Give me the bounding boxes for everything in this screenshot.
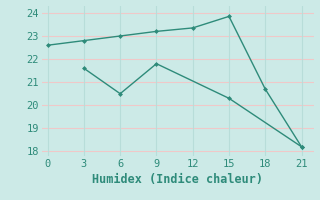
X-axis label: Humidex (Indice chaleur): Humidex (Indice chaleur) xyxy=(92,173,263,186)
